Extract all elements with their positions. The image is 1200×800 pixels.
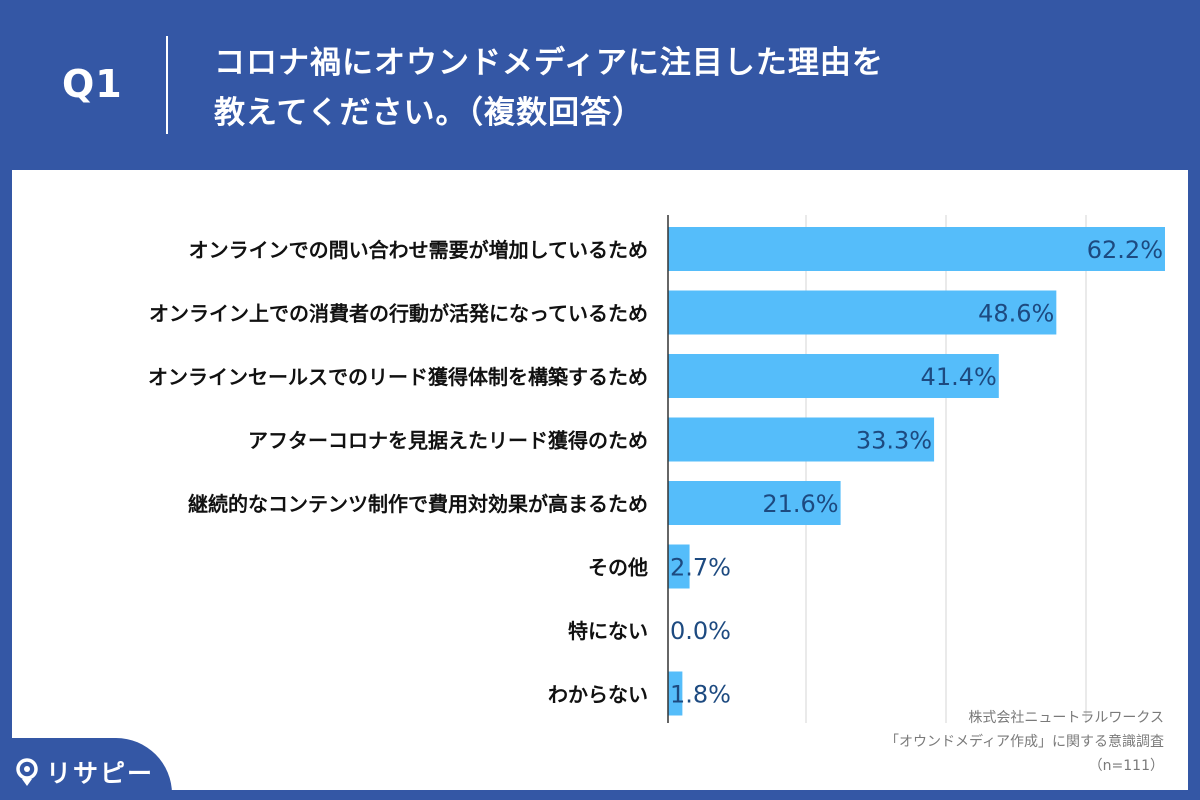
value-label-5: 21.6% — [762, 490, 838, 518]
bar-8 — [668, 671, 683, 716]
bar-4 — [668, 417, 935, 462]
bar-3 — [668, 354, 999, 398]
source-sample-size: （n=111） — [1088, 758, 1164, 774]
header: Q1 コロナ禍にオウンドメディアに注目した理由を 教えてください。（複数回答） — [0, 0, 1200, 170]
value-label-7: 0.0% — [670, 617, 731, 645]
question-title-line-2: 教えてください。（複数回答） — [214, 95, 645, 131]
pin-icon — [16, 758, 38, 786]
category-label-8: わからない — [548, 683, 648, 707]
bar-1 — [668, 227, 1165, 271]
source-company: 株式会社ニュートラルワークス — [968, 710, 1164, 726]
value-label-1: 62.2% — [1087, 236, 1163, 264]
bar-5 — [668, 481, 841, 525]
source-note: 株式会社ニュートラルワークス 「オウンドメディア作成」に関する意識調査 （n=1… — [885, 706, 1164, 778]
category-label-2: オンライン上での消費者の行動が活発になっているため — [149, 302, 648, 326]
bar-6 — [668, 544, 690, 589]
question-number: Q1 — [62, 62, 123, 106]
question-title-line-1: コロナ禍にオウンドメディアに注目した理由を — [214, 45, 884, 81]
value-label-8: 1.8% — [670, 681, 731, 709]
category-label-7: 特にない — [568, 619, 648, 643]
value-label-2: 48.6% — [978, 300, 1054, 328]
header-divider — [166, 36, 168, 134]
category-label-5: 継続的なコンテンツ制作で費用対効果が高まるため — [188, 492, 648, 516]
source-survey: 「オウンドメディア作成」に関する意識調査 — [884, 734, 1164, 750]
value-label-4: 33.3% — [856, 427, 932, 455]
bar-2 — [668, 290, 1057, 335]
category-label-4: アフターコロナを見据えたリード獲得のため — [248, 429, 648, 453]
chart-panel — [12, 170, 1188, 790]
brand-logo: リサピー — [14, 752, 154, 792]
value-label-6: 2.7% — [670, 554, 731, 582]
question-title: コロナ禍にオウンドメディアに注目した理由を 教えてください。（複数回答） — [214, 38, 1114, 138]
category-label-1: オンラインでの問い合わせ需要が増加しているため — [189, 238, 648, 262]
brand-logo-text: リサピー — [46, 759, 155, 788]
value-label-3: 41.4% — [921, 363, 997, 391]
category-label-6: その他 — [588, 556, 648, 580]
category-label-3: オンラインセールスでのリード獲得体制を構築するため — [148, 365, 648, 389]
